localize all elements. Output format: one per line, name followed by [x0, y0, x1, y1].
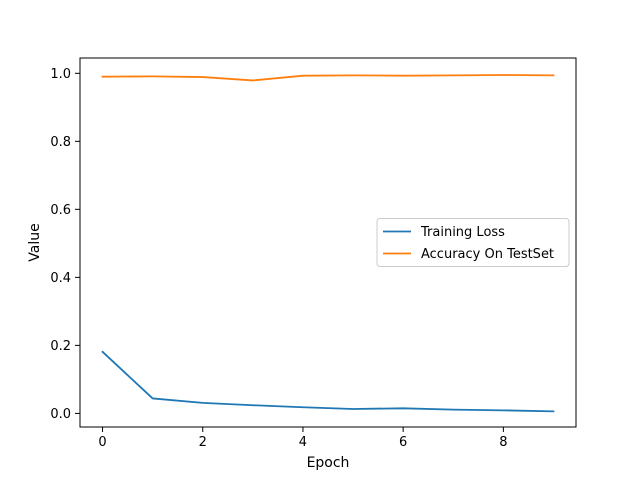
series-line-0 — [101, 350, 555, 413]
y-tick-label: 0.4 — [50, 271, 71, 286]
y-tick-label: 0.6 — [50, 203, 71, 218]
y-tick-label: 0.0 — [50, 407, 71, 422]
series-line-1 — [101, 74, 555, 82]
y-tick-label: 0.2 — [50, 339, 71, 354]
x-tick-label: 4 — [299, 435, 307, 450]
legend-entry-label: Accuracy On TestSet — [421, 247, 554, 262]
x-tick-label: 0 — [98, 435, 106, 450]
y-tick-label: 0.8 — [50, 135, 71, 150]
plot-frame — [79, 57, 577, 428]
x-tick-label: 6 — [399, 435, 407, 450]
x-tick-label: 8 — [499, 435, 507, 450]
y-axis-ticks: 0.0 0.2 0.4 0.6 0.8 1.0 — [50, 67, 80, 422]
legend-entry-label: Training Loss — [420, 225, 505, 240]
y-tick-label: 1.0 — [50, 67, 71, 82]
legend: Training Loss Accuracy On TestSet — [376, 218, 570, 267]
legend-box — [376, 218, 570, 267]
series-lines — [101, 74, 555, 413]
x-tick-label: 2 — [199, 435, 207, 450]
x-axis-ticks: 0 2 4 6 8 — [98, 427, 507, 450]
x-axis-label: Epoch — [307, 455, 350, 471]
y-axis-label: Value — [27, 223, 43, 261]
